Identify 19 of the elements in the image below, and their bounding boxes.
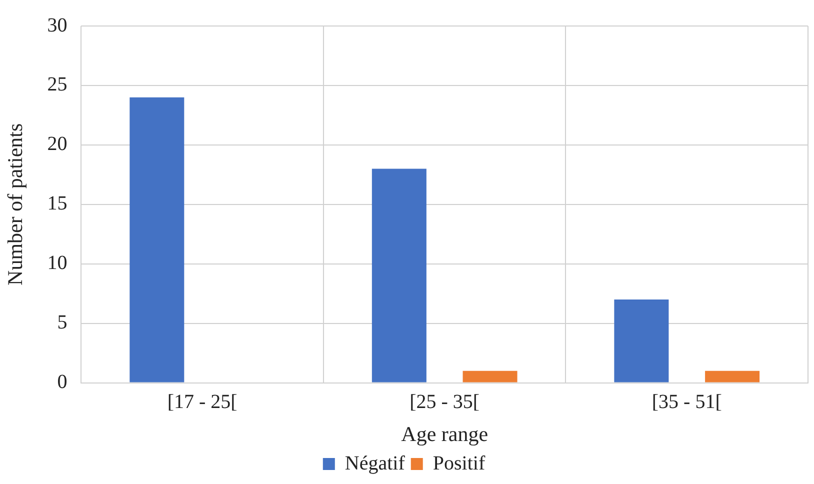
bar	[372, 168, 426, 382]
legend-label: Négatif	[344, 452, 406, 474]
y-tick-label: 10	[47, 252, 68, 274]
y-tick-label: 25	[47, 74, 68, 96]
x-axis-title: Age range	[401, 422, 488, 446]
bar	[130, 97, 184, 382]
y-tick-label: 15	[47, 192, 68, 215]
y-tick-label: 20	[47, 133, 68, 156]
bar	[614, 300, 669, 382]
y-axis-title: Number of patients	[3, 123, 28, 286]
y-tick-label: 30	[47, 14, 68, 36]
y-tick-label: 0	[57, 371, 68, 394]
bar	[705, 370, 760, 382]
x-tick-label: [17 - 25[	[167, 391, 238, 414]
bar	[462, 370, 518, 382]
y-tick-label: 5	[57, 312, 68, 334]
legend-label: Positif	[432, 452, 486, 474]
x-tick-label: [25 - 35[	[410, 391, 480, 414]
x-tick-label: [35 - 51[	[652, 391, 722, 414]
